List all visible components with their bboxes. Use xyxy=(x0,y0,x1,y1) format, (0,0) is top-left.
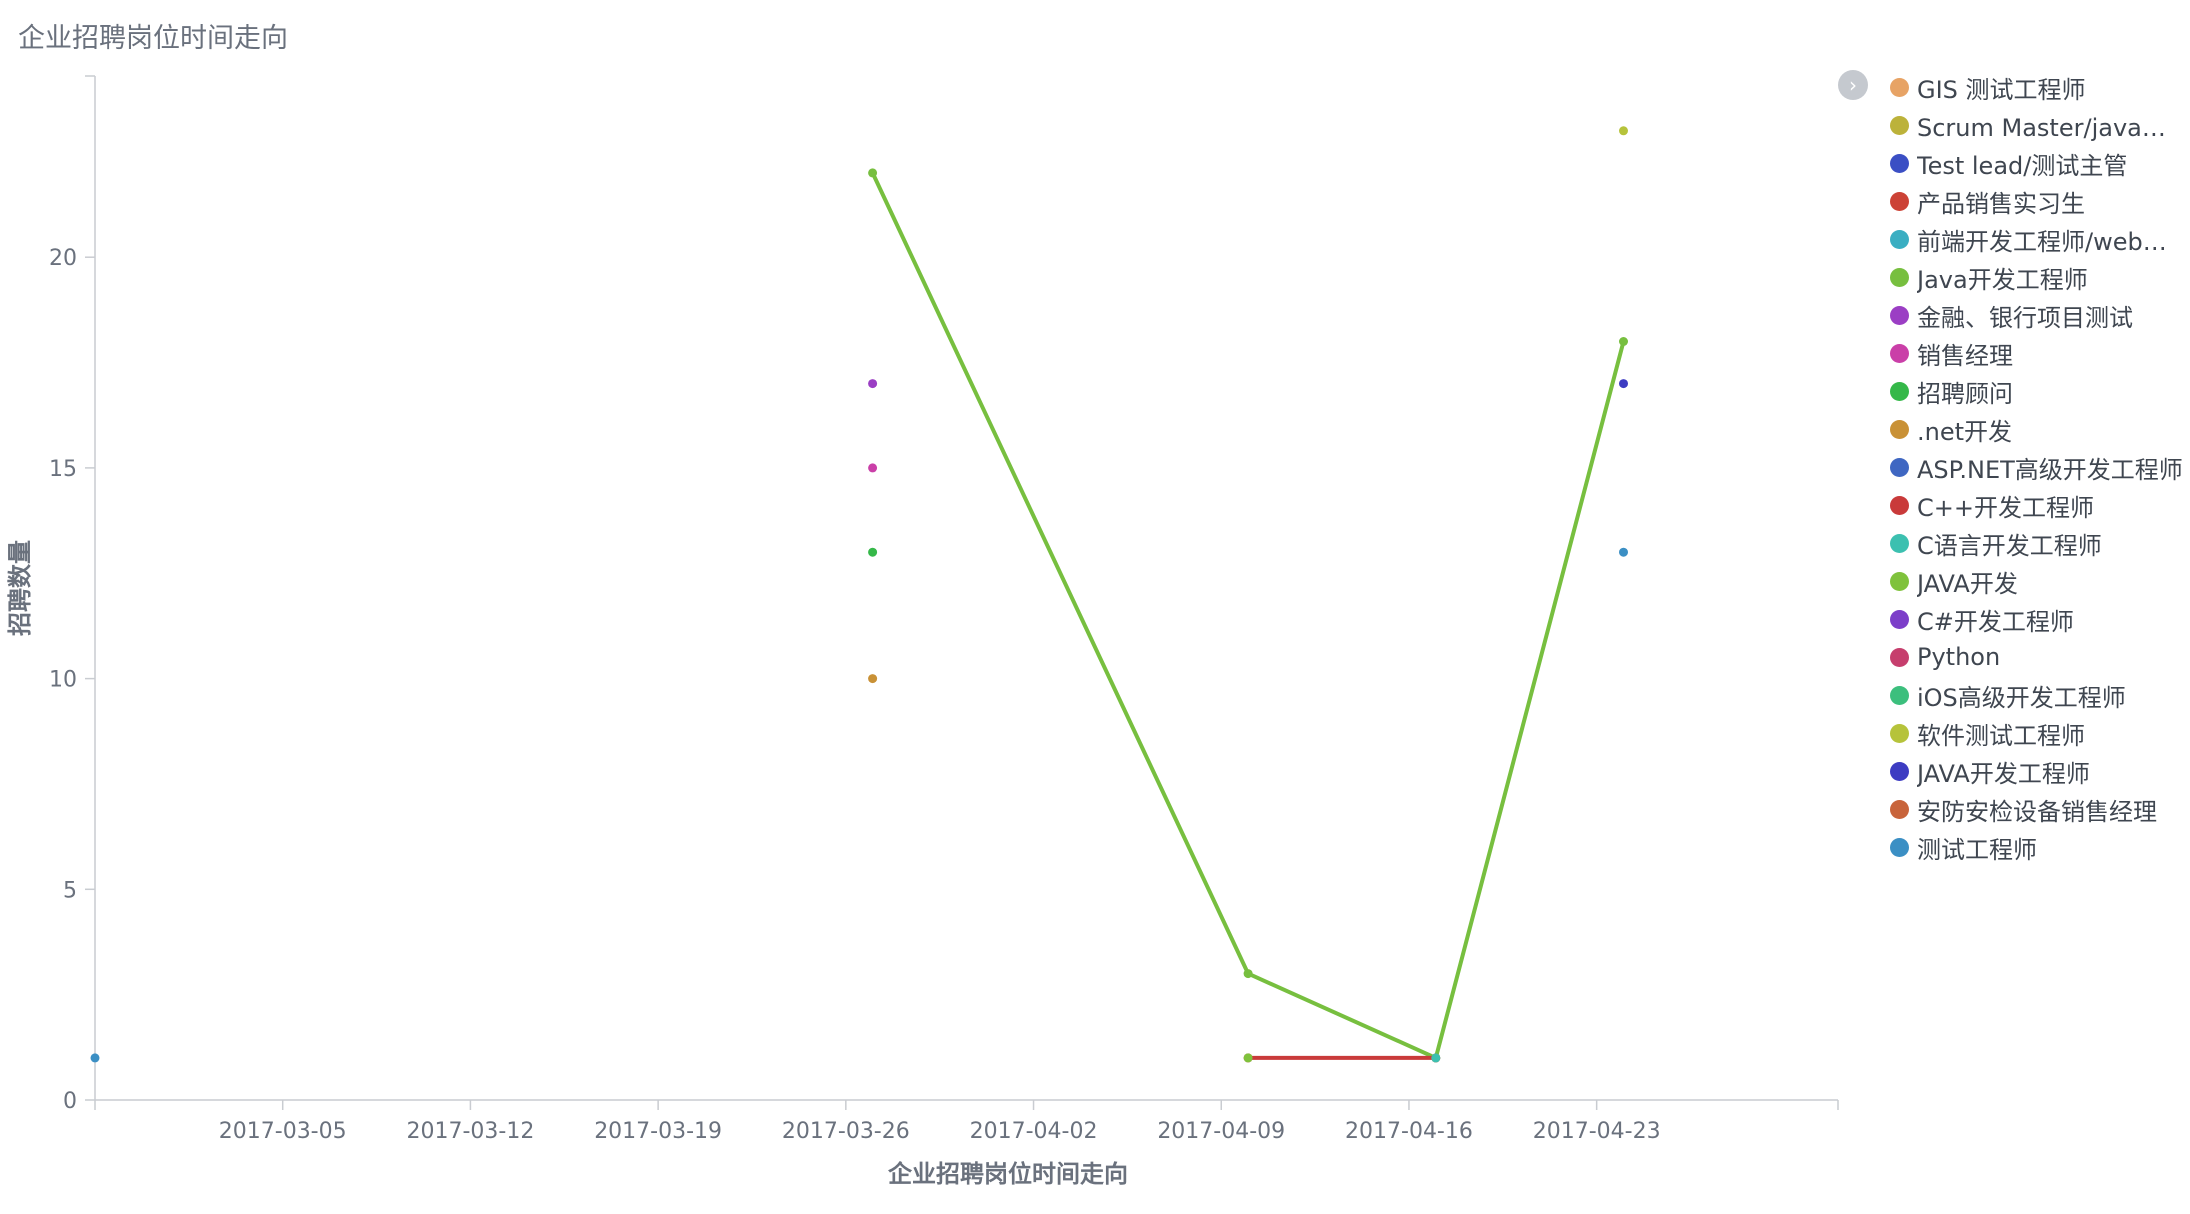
data-point xyxy=(868,379,878,389)
legend-swatch xyxy=(1890,571,1909,591)
legend-label: Test lead/测试主管 xyxy=(1917,151,2128,180)
legend-item[interactable]: Java开发工程师 xyxy=(1890,260,2190,294)
y-axis-label: 招聘数量 xyxy=(6,540,34,636)
legend-item[interactable]: 前端开发工程师/web前端开发 xyxy=(1890,222,2190,256)
legend-swatch xyxy=(1890,153,1909,173)
legend-item[interactable]: 金融、银行项目测试 xyxy=(1890,298,2190,332)
legend-label: 软件测试工程师 xyxy=(1917,721,2085,750)
data-point xyxy=(1243,969,1253,979)
legend-swatch xyxy=(1890,343,1909,363)
legend-item[interactable]: 产品销售实习生 xyxy=(1890,184,2190,218)
legend-swatch xyxy=(1890,837,1909,857)
legend-label: 安防安检设备销售经理 xyxy=(1917,797,2157,826)
legend-label: C语言开发工程师 xyxy=(1917,531,2102,560)
legend-label: iOS高级开发工程师 xyxy=(1917,683,2126,712)
data-point xyxy=(868,674,878,684)
legend-label: Scrum Master/java开发 xyxy=(1917,113,2189,142)
data-point xyxy=(868,463,878,473)
legend-item[interactable]: JAVA开发 xyxy=(1890,564,2190,598)
legend-label: 测试工程师 xyxy=(1917,835,2037,864)
data-point xyxy=(1619,547,1628,557)
legend-swatch xyxy=(1890,229,1909,249)
legend-label: 招聘顾问 xyxy=(1917,379,2013,408)
data-point xyxy=(1619,379,1628,389)
data-point xyxy=(868,168,878,178)
legend-item[interactable]: JAVA开发工程师 xyxy=(1890,754,2190,788)
legend-swatch xyxy=(1890,381,1909,401)
legend-label: Java开发工程师 xyxy=(1917,265,2088,294)
line-chart: 0 5 10 15 20 2017-03-05 2017-03-12 2017-03-19 20… xyxy=(6,75,1839,1188)
y-tick-label: 10 xyxy=(49,668,77,693)
x-tick-label: 2017-03-26 xyxy=(782,1119,910,1144)
legend-label: 前端开发工程师/web前端开发 xyxy=(1917,227,2189,256)
legend-swatch xyxy=(1890,191,1909,211)
legend-toggle-button[interactable]: › xyxy=(1838,70,1868,100)
legend-item[interactable]: Scrum Master/java开发 xyxy=(1890,108,2190,142)
legend-item[interactable]: Test lead/测试主管 xyxy=(1890,146,2190,180)
legend-item[interactable]: iOS高级开发工程师 xyxy=(1890,678,2190,712)
legend-swatch xyxy=(1890,533,1909,553)
legend-item[interactable]: 招聘顾问 xyxy=(1890,374,2190,408)
legend-label: Python xyxy=(1917,643,2001,671)
x-tick-label: 2017-04-23 xyxy=(1533,1119,1661,1144)
legend-swatch xyxy=(1890,495,1909,515)
legend-item[interactable]: C语言开发工程师 xyxy=(1890,526,2190,560)
legend-item[interactable]: 安防安检设备销售经理 xyxy=(1890,792,2190,826)
legend-label: GIS 测试工程师 xyxy=(1917,75,2086,104)
legend-item[interactable]: 测试工程师 xyxy=(1890,830,2190,864)
data-point xyxy=(1619,126,1628,136)
y-tick-label: 20 xyxy=(49,246,77,271)
legend-item[interactable]: ASP.NET高级开发工程师 xyxy=(1890,450,2190,484)
legend-item[interactable]: C#开发工程师 xyxy=(1890,602,2190,636)
data-point xyxy=(90,1053,100,1063)
legend-swatch xyxy=(1890,799,1909,819)
x-tick-label: 2017-03-19 xyxy=(594,1119,722,1144)
x-tick-label: 2017-03-12 xyxy=(406,1119,534,1144)
y-tick-label: 5 xyxy=(63,878,77,903)
legend-label: .net开发 xyxy=(1917,417,2013,446)
legend-label: ASP.NET高级开发工程师 xyxy=(1917,455,2183,484)
chart-axes: 0 5 10 15 20 2017-03-05 2017-03-12 2017-03-19 20… xyxy=(49,75,1839,1144)
legend-item[interactable]: 销售经理 xyxy=(1890,336,2190,370)
chart-series xyxy=(90,126,1628,1063)
chevron-right-icon: › xyxy=(1849,73,1857,97)
x-tick-label: 2017-04-02 xyxy=(970,1119,1098,1144)
x-axis-label: 企业招聘岗位时间走向 xyxy=(888,1160,1128,1188)
y-tick-label: 0 xyxy=(63,1089,77,1114)
legend-item[interactable]: GIS 测试工程师 xyxy=(1890,70,2190,104)
legend-item[interactable]: C++开发工程师 xyxy=(1890,488,2190,522)
legend-swatch xyxy=(1890,457,1909,477)
legend-item[interactable]: Python xyxy=(1890,640,2190,674)
legend-swatch xyxy=(1890,723,1909,743)
legend-swatch xyxy=(1890,419,1909,439)
legend-label: JAVA开发 xyxy=(1917,569,2018,598)
legend-label: 金融、银行项目测试 xyxy=(1917,303,2133,332)
legend-label: C#开发工程师 xyxy=(1917,607,2074,636)
x-tick-label: 2017-04-16 xyxy=(1345,1119,1473,1144)
y-tick-label: 15 xyxy=(49,457,77,482)
data-point xyxy=(868,547,878,557)
data-point xyxy=(1431,1053,1441,1063)
legend-swatch xyxy=(1890,761,1909,781)
series-line xyxy=(870,172,1626,1060)
panel-title: 企业招聘岗位时间走向 xyxy=(18,23,288,54)
data-point xyxy=(1243,1053,1253,1063)
legend-swatch xyxy=(1890,685,1909,705)
legend-label: JAVA开发工程师 xyxy=(1917,759,2090,788)
legend-swatch xyxy=(1890,267,1909,287)
x-tick-label: 2017-04-09 xyxy=(1157,1119,1285,1144)
legend-item[interactable]: .net开发 xyxy=(1890,412,2190,446)
legend-swatch xyxy=(1890,115,1909,135)
legend-swatch xyxy=(1890,77,1909,97)
legend-swatch xyxy=(1890,305,1909,325)
legend-swatch xyxy=(1890,647,1909,667)
legend-swatch xyxy=(1890,609,1909,629)
data-point xyxy=(1619,337,1628,346)
legend-label: C++开发工程师 xyxy=(1917,493,2094,522)
legend-label: 产品销售实习生 xyxy=(1917,189,2085,218)
x-tick-label: 2017-03-05 xyxy=(219,1119,347,1144)
legend-label: 销售经理 xyxy=(1917,341,2013,370)
legend-item[interactable]: 软件测试工程师 xyxy=(1890,716,2190,750)
